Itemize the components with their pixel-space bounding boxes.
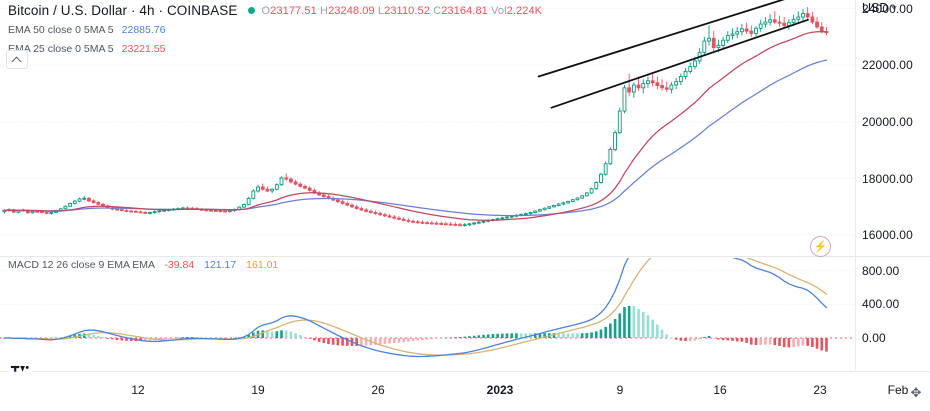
ema50-value: 22885.76 [121, 23, 166, 36]
pane-separator [0, 256, 930, 257]
time-axis-tick: 16 [713, 383, 727, 397]
chevron-up-icon[interactable] [6, 50, 28, 69]
ohlc-values: O23177.51 H23248.09 L23110.52 C23164.81 … [262, 5, 543, 17]
price-axis-tick: 24000.00 [862, 1, 913, 16]
price-axis-tick: 16000.00 [862, 228, 913, 243]
chart-legend: Bitcoin / U.S. Dollar · 4h · COINBASE O2… [8, 3, 542, 56]
price-axis-tick: 20000.00 [862, 114, 913, 129]
ema50-label: EMA 50 close 0 5MA 5 [8, 23, 114, 36]
ema25-value: 23221.55 [121, 42, 166, 55]
macd-axis-tick: 800.00 [862, 263, 900, 278]
symbol-legend-row[interactable]: Bitcoin / U.S. Dollar · 4h · COINBASE O2… [8, 3, 542, 18]
macd-chart-pane[interactable] [0, 258, 855, 370]
macd-axis-tick: 0.00 [862, 331, 886, 345]
time-axis-tick: 23 [813, 383, 827, 397]
time-axis-tick: Feb [887, 383, 909, 397]
macd-chart-svg [0, 258, 855, 358]
symbol-title[interactable]: Bitcoin / U.S. Dollar · 4h · COINBASE [8, 3, 238, 18]
high-key: H [320, 4, 329, 17]
low-value: 23110.52 [384, 4, 430, 17]
price-chart-svg [0, 0, 855, 236]
time-axis-tick: 2023 [486, 383, 514, 397]
ema25-label: EMA 25 close 0 5MA 5 [8, 42, 114, 55]
live-status-dot [247, 7, 255, 14]
price-axis-tick: 18000.00 [862, 171, 913, 186]
high-value: 23248.09 [328, 4, 375, 17]
time-axis-tick: 19 [251, 383, 265, 397]
volume-value: 2.224K [506, 4, 543, 17]
volume-key: Vol [491, 4, 507, 17]
macd-hist-value: -39.84 [164, 259, 195, 271]
price-axis[interactable]: USD 24000.00 22000.00 20000.00 18000.00 1600… [855, 0, 930, 370]
close-key: C [433, 4, 442, 17]
time-axis-tick: 26 [371, 383, 385, 397]
macd-line-value: 121.17 [204, 259, 237, 271]
time-axis-tick: 12 [131, 383, 145, 397]
close-value: 23164.81 [441, 4, 488, 17]
macd-axis-tick: 400.00 [862, 297, 900, 312]
low-key: L [377, 4, 385, 17]
indicator-legend-ema25[interactable]: EMA 25 close 0 5MA 5 23221.55 [8, 41, 542, 56]
price-chart-pane[interactable] [0, 0, 855, 255]
chevron-down-icon[interactable] [891, 6, 898, 10]
tradingview-logo-icon[interactable] [9, 361, 32, 376]
indicator-legend-ema50[interactable]: EMA 50 close 0 5MA 5 22885.76 [8, 22, 542, 37]
macd-label: MACD 12 26 close 9 EMA EMA [8, 259, 155, 271]
macd-legend[interactable]: MACD 12 26 close 9 EMA EMA -39.84 121.17… [8, 259, 278, 271]
time-axis-tick: 9 [616, 383, 624, 397]
lightning-bolt-icon[interactable]: ⚡ [810, 236, 831, 257]
open-key: O [261, 4, 271, 17]
gear-icon[interactable]: ✥ [910, 385, 922, 400]
macd-signal-value: 161.01 [246, 259, 279, 271]
price-axis-tick: 22000.00 [862, 58, 913, 73]
price-axis-unit[interactable]: USD [862, 1, 898, 15]
time-axis[interactable]: 12 19 26 2023 9 16 23 Feb [0, 371, 930, 411]
open-value: 23177.51 [270, 4, 317, 17]
price-axis-unit-label: USD [862, 1, 889, 15]
